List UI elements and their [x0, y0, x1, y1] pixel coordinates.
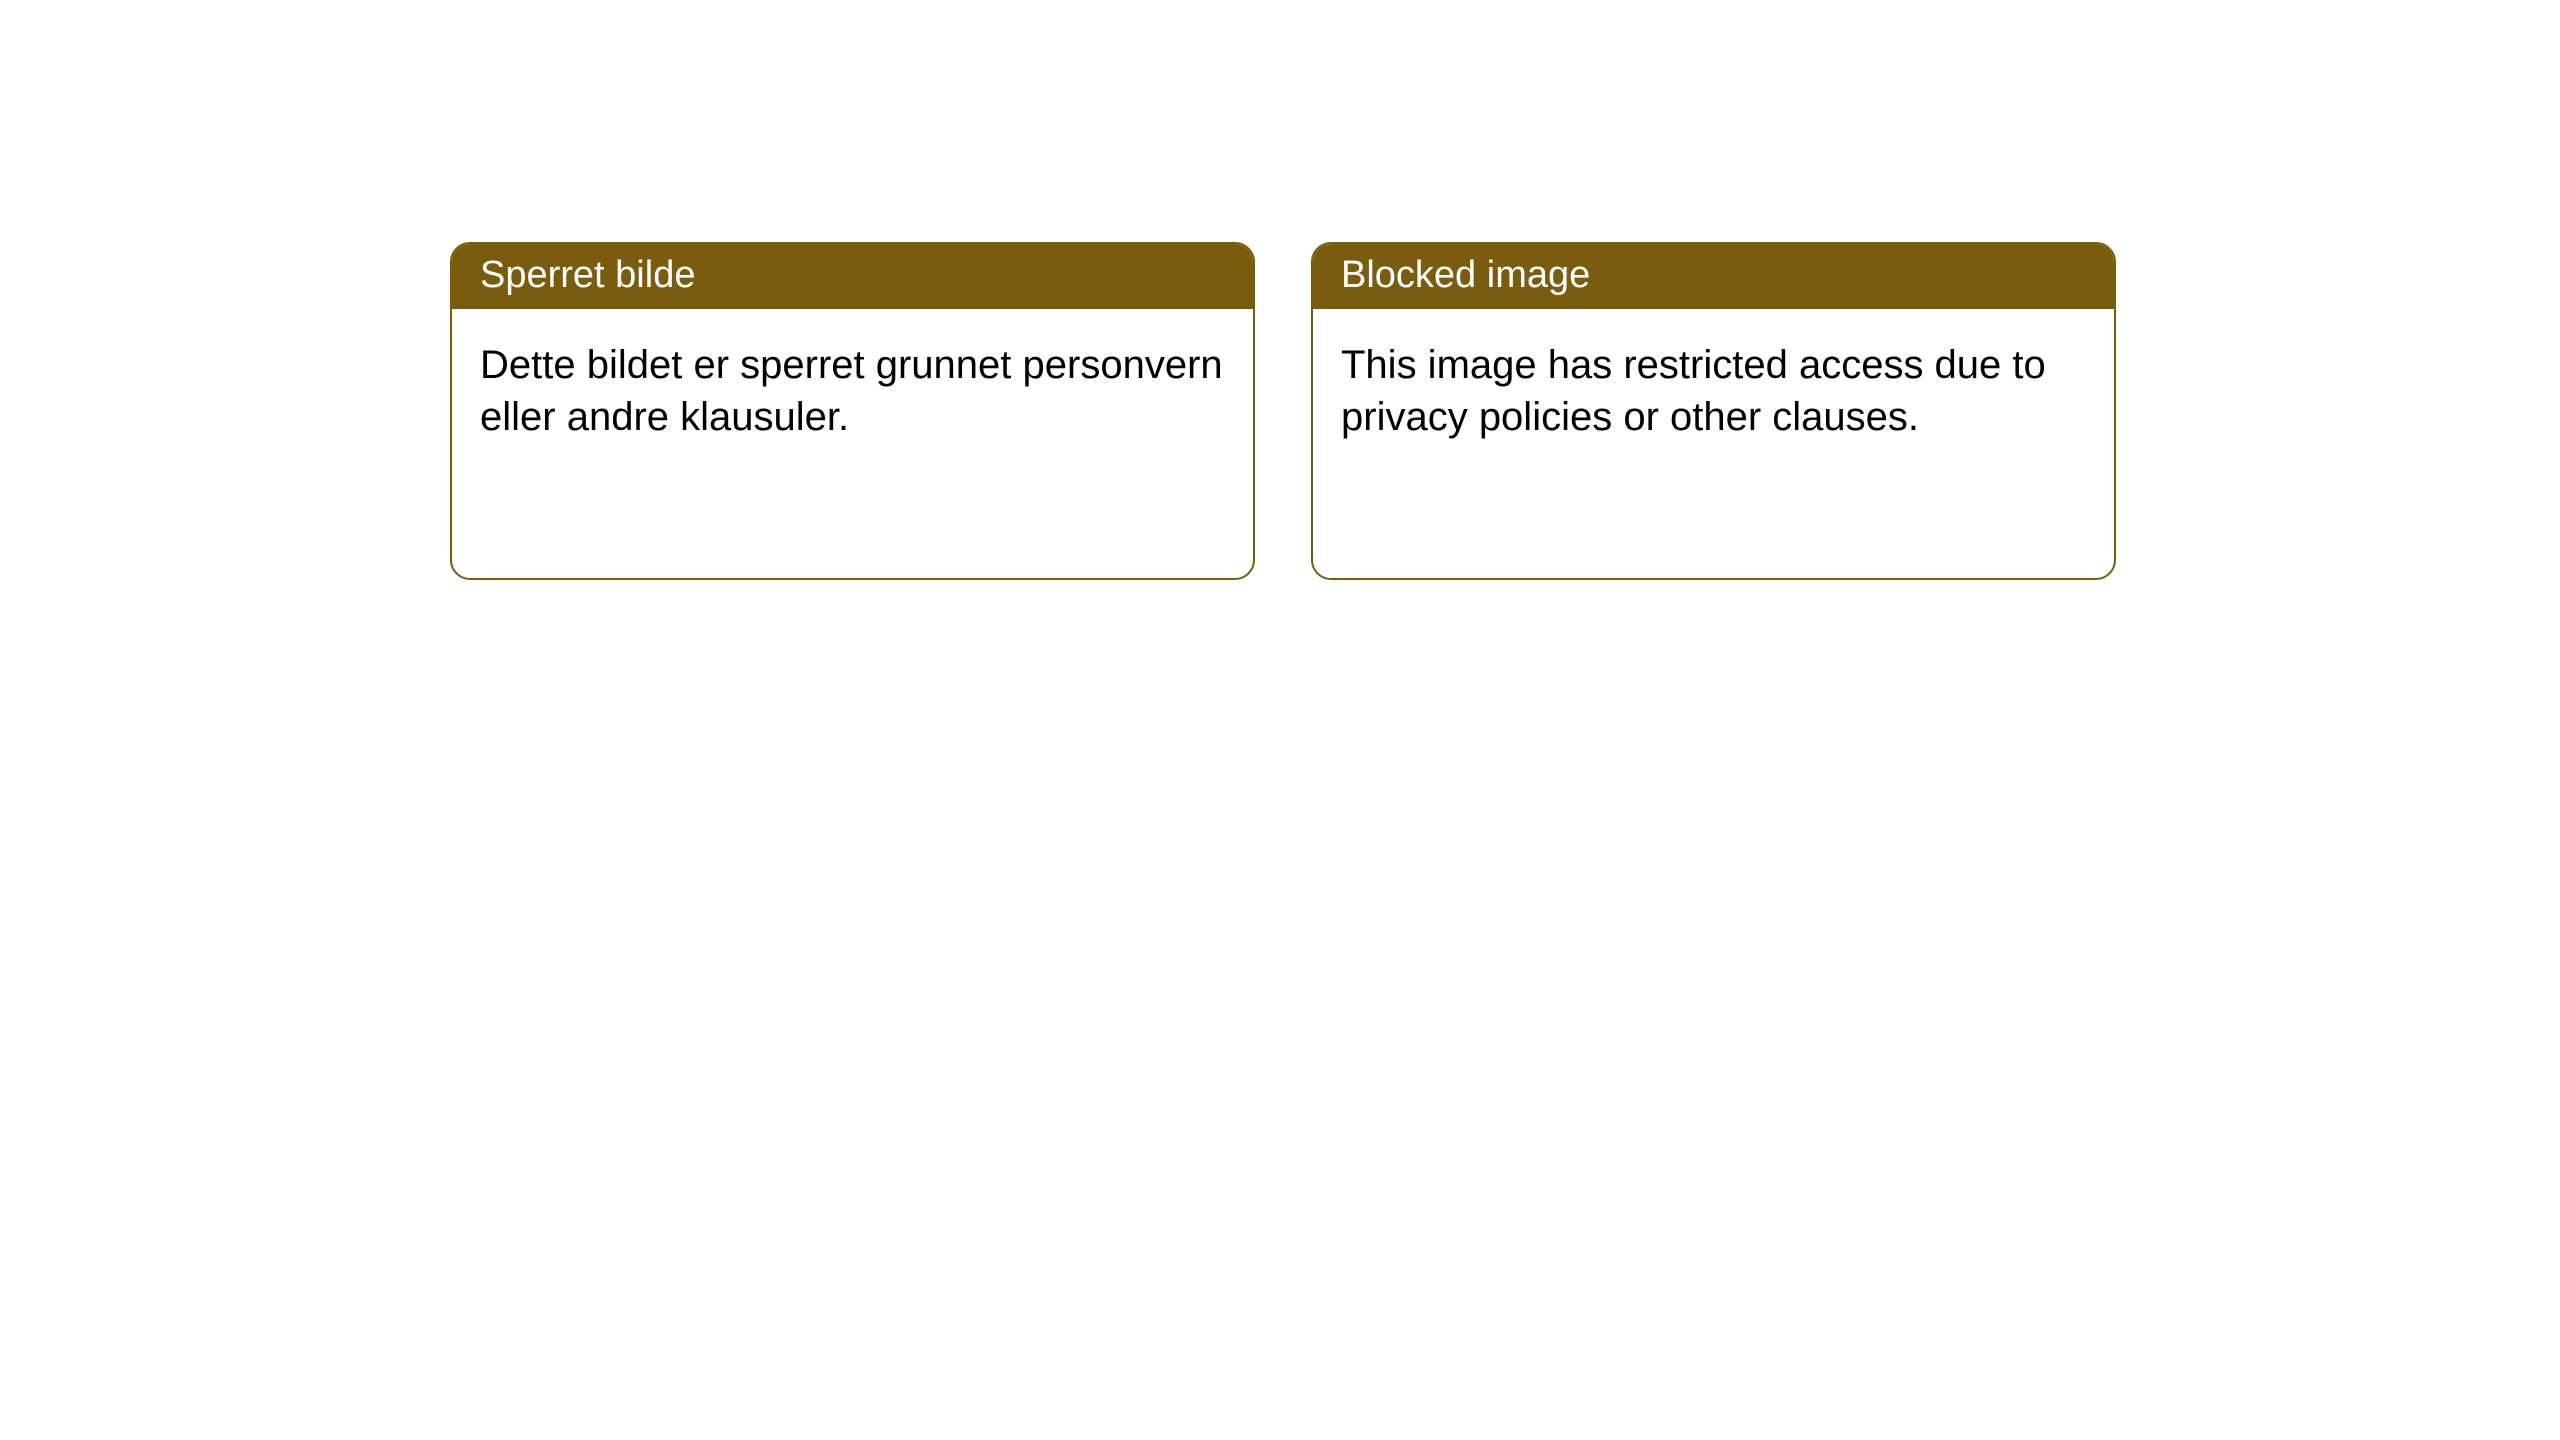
notice-card-en: Blocked image This image has restricted …	[1311, 242, 2116, 580]
notice-cards-row: Sperret bilde Dette bildet er sperret gr…	[450, 242, 2116, 580]
notice-card-body: This image has restricted access due to …	[1313, 309, 2114, 473]
notice-card-body: Dette bildet er sperret grunnet personve…	[452, 309, 1253, 473]
notice-card-title: Blocked image	[1313, 244, 2114, 309]
notice-card-no: Sperret bilde Dette bildet er sperret gr…	[450, 242, 1255, 580]
notice-card-title: Sperret bilde	[452, 244, 1253, 309]
